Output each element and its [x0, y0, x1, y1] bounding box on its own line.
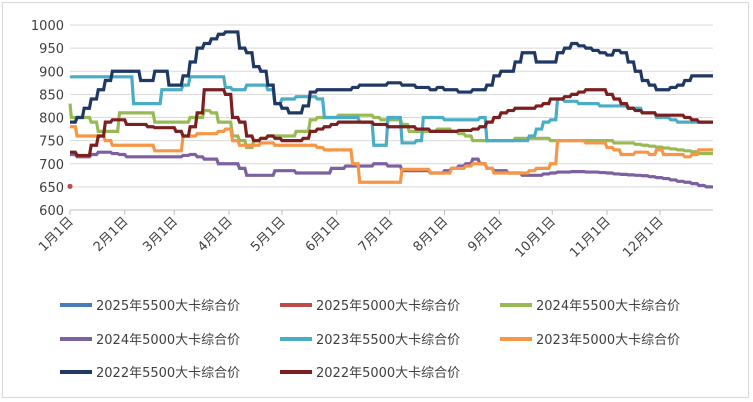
x-axis: 1月1日 2月1日 3月1日 4月1日 5月1日 6月1日 7月1日 8月1日 9月1日 10月1… [36, 209, 713, 261]
legend-label: 2024年5500大卡综合价 [536, 299, 680, 314]
y-tick-label: 950 [39, 42, 64, 57]
x-tick-label: 3月1日 [140, 214, 181, 255]
y-tick-label: 900 [39, 65, 64, 80]
legend-label: 2024年5000大卡综合价 [96, 333, 240, 348]
legend: 2025年5500大卡综合价 2025年5000大卡综合价 2024年5500大卡综… [60, 299, 680, 381]
y-tick-label: 850 [39, 88, 64, 103]
series-3-line [70, 150, 713, 189]
x-tick-label: 12月1日 [620, 214, 667, 261]
series-4-line [69, 75, 713, 147]
legend-label: 2023年5000大卡综合价 [536, 333, 680, 348]
y-tick-label: 700 [39, 158, 64, 173]
x-tick-label: 9月1日 [465, 214, 506, 255]
series-7-line [70, 88, 713, 158]
x-tick-label: 2月1日 [91, 214, 132, 255]
series-6-line [70, 30, 713, 124]
x-tick-label: 8月1日 [411, 214, 452, 255]
legend-label: 2022年5000大卡综合价 [316, 366, 460, 381]
x-tick-label: 6月1日 [303, 214, 344, 255]
x-tick-label: 5月1日 [248, 214, 289, 255]
y-tick-label: 1000 [31, 19, 64, 34]
gridlines [70, 24, 713, 188]
x-tick-label: 7月1日 [356, 214, 397, 255]
y-axis-ticks: 600 650 700 750 800 850 900 950 1000 [31, 19, 64, 219]
y-tick-label: 750 [39, 135, 64, 150]
legend-label: 2025年5500大卡综合价 [96, 299, 240, 314]
legend-label: 2023年5500大卡综合价 [316, 333, 460, 348]
series-5-line [70, 125, 713, 184]
series-1-point [67, 183, 73, 189]
series-lines [67, 30, 713, 189]
y-tick-label: 800 [39, 112, 64, 127]
x-tick-label: 4月1日 [195, 214, 236, 255]
x-tick-label: 11月1日 [567, 214, 614, 261]
y-tick-label: 600 [39, 204, 64, 219]
x-tick-label: 10月1日 [513, 214, 560, 261]
y-tick-label: 650 [39, 181, 64, 196]
legend-label: 2025年5000大卡综合价 [316, 299, 460, 314]
x-tick-label: 1月1日 [36, 214, 77, 255]
legend-label: 2022年5500大卡综合价 [96, 366, 240, 381]
chart-frame [2, 2, 749, 398]
